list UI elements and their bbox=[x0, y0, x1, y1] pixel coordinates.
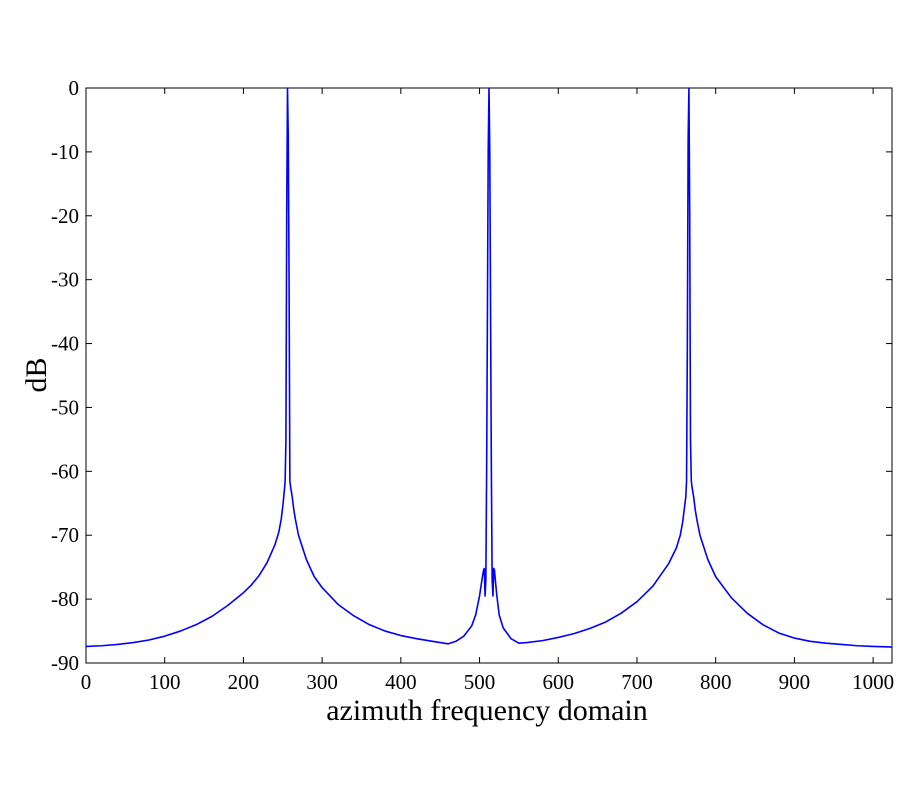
x-tick-label: 800 bbox=[700, 670, 732, 694]
x-axis-title: azimuth frequency domain bbox=[326, 694, 648, 727]
y-tick-label: -90 bbox=[51, 651, 79, 675]
x-tick-label: 700 bbox=[621, 670, 653, 694]
x-tick-label: 600 bbox=[543, 670, 575, 694]
tick-marks bbox=[85, 87, 892, 664]
x-tick-label: 1000 bbox=[852, 670, 894, 694]
plot-frame bbox=[85, 87, 893, 664]
y-tick-label: -30 bbox=[51, 268, 79, 292]
y-tick-label: -60 bbox=[51, 459, 79, 483]
x-tick-label: 400 bbox=[385, 670, 417, 694]
series-line bbox=[85, 87, 893, 648]
y-tick-label: -70 bbox=[51, 523, 79, 547]
x-tick-labels: 0 100 200 300 400 500 600 700 800 900 1000 bbox=[81, 670, 894, 694]
y-tick-label: -80 bbox=[51, 587, 79, 611]
x-tick-label: 100 bbox=[149, 670, 181, 694]
x-tick-label: 300 bbox=[306, 670, 338, 694]
x-tick-label: 0 bbox=[81, 670, 92, 694]
y-tick-label: -10 bbox=[51, 140, 79, 164]
x-tick-label: 900 bbox=[779, 670, 811, 694]
y-tick-label: -20 bbox=[51, 204, 79, 228]
y-axis-title: dB bbox=[20, 357, 53, 392]
y-tick-label: 0 bbox=[69, 76, 80, 100]
x-tick-label: 200 bbox=[228, 670, 260, 694]
y-tick-label: -50 bbox=[51, 395, 79, 419]
y-tick-labels: 0 -10 -20 -30 -40 -50 -60 -70 -80 -90 bbox=[51, 76, 79, 675]
x-tick-label: 500 bbox=[464, 670, 496, 694]
y-tick-label: -40 bbox=[51, 332, 79, 356]
